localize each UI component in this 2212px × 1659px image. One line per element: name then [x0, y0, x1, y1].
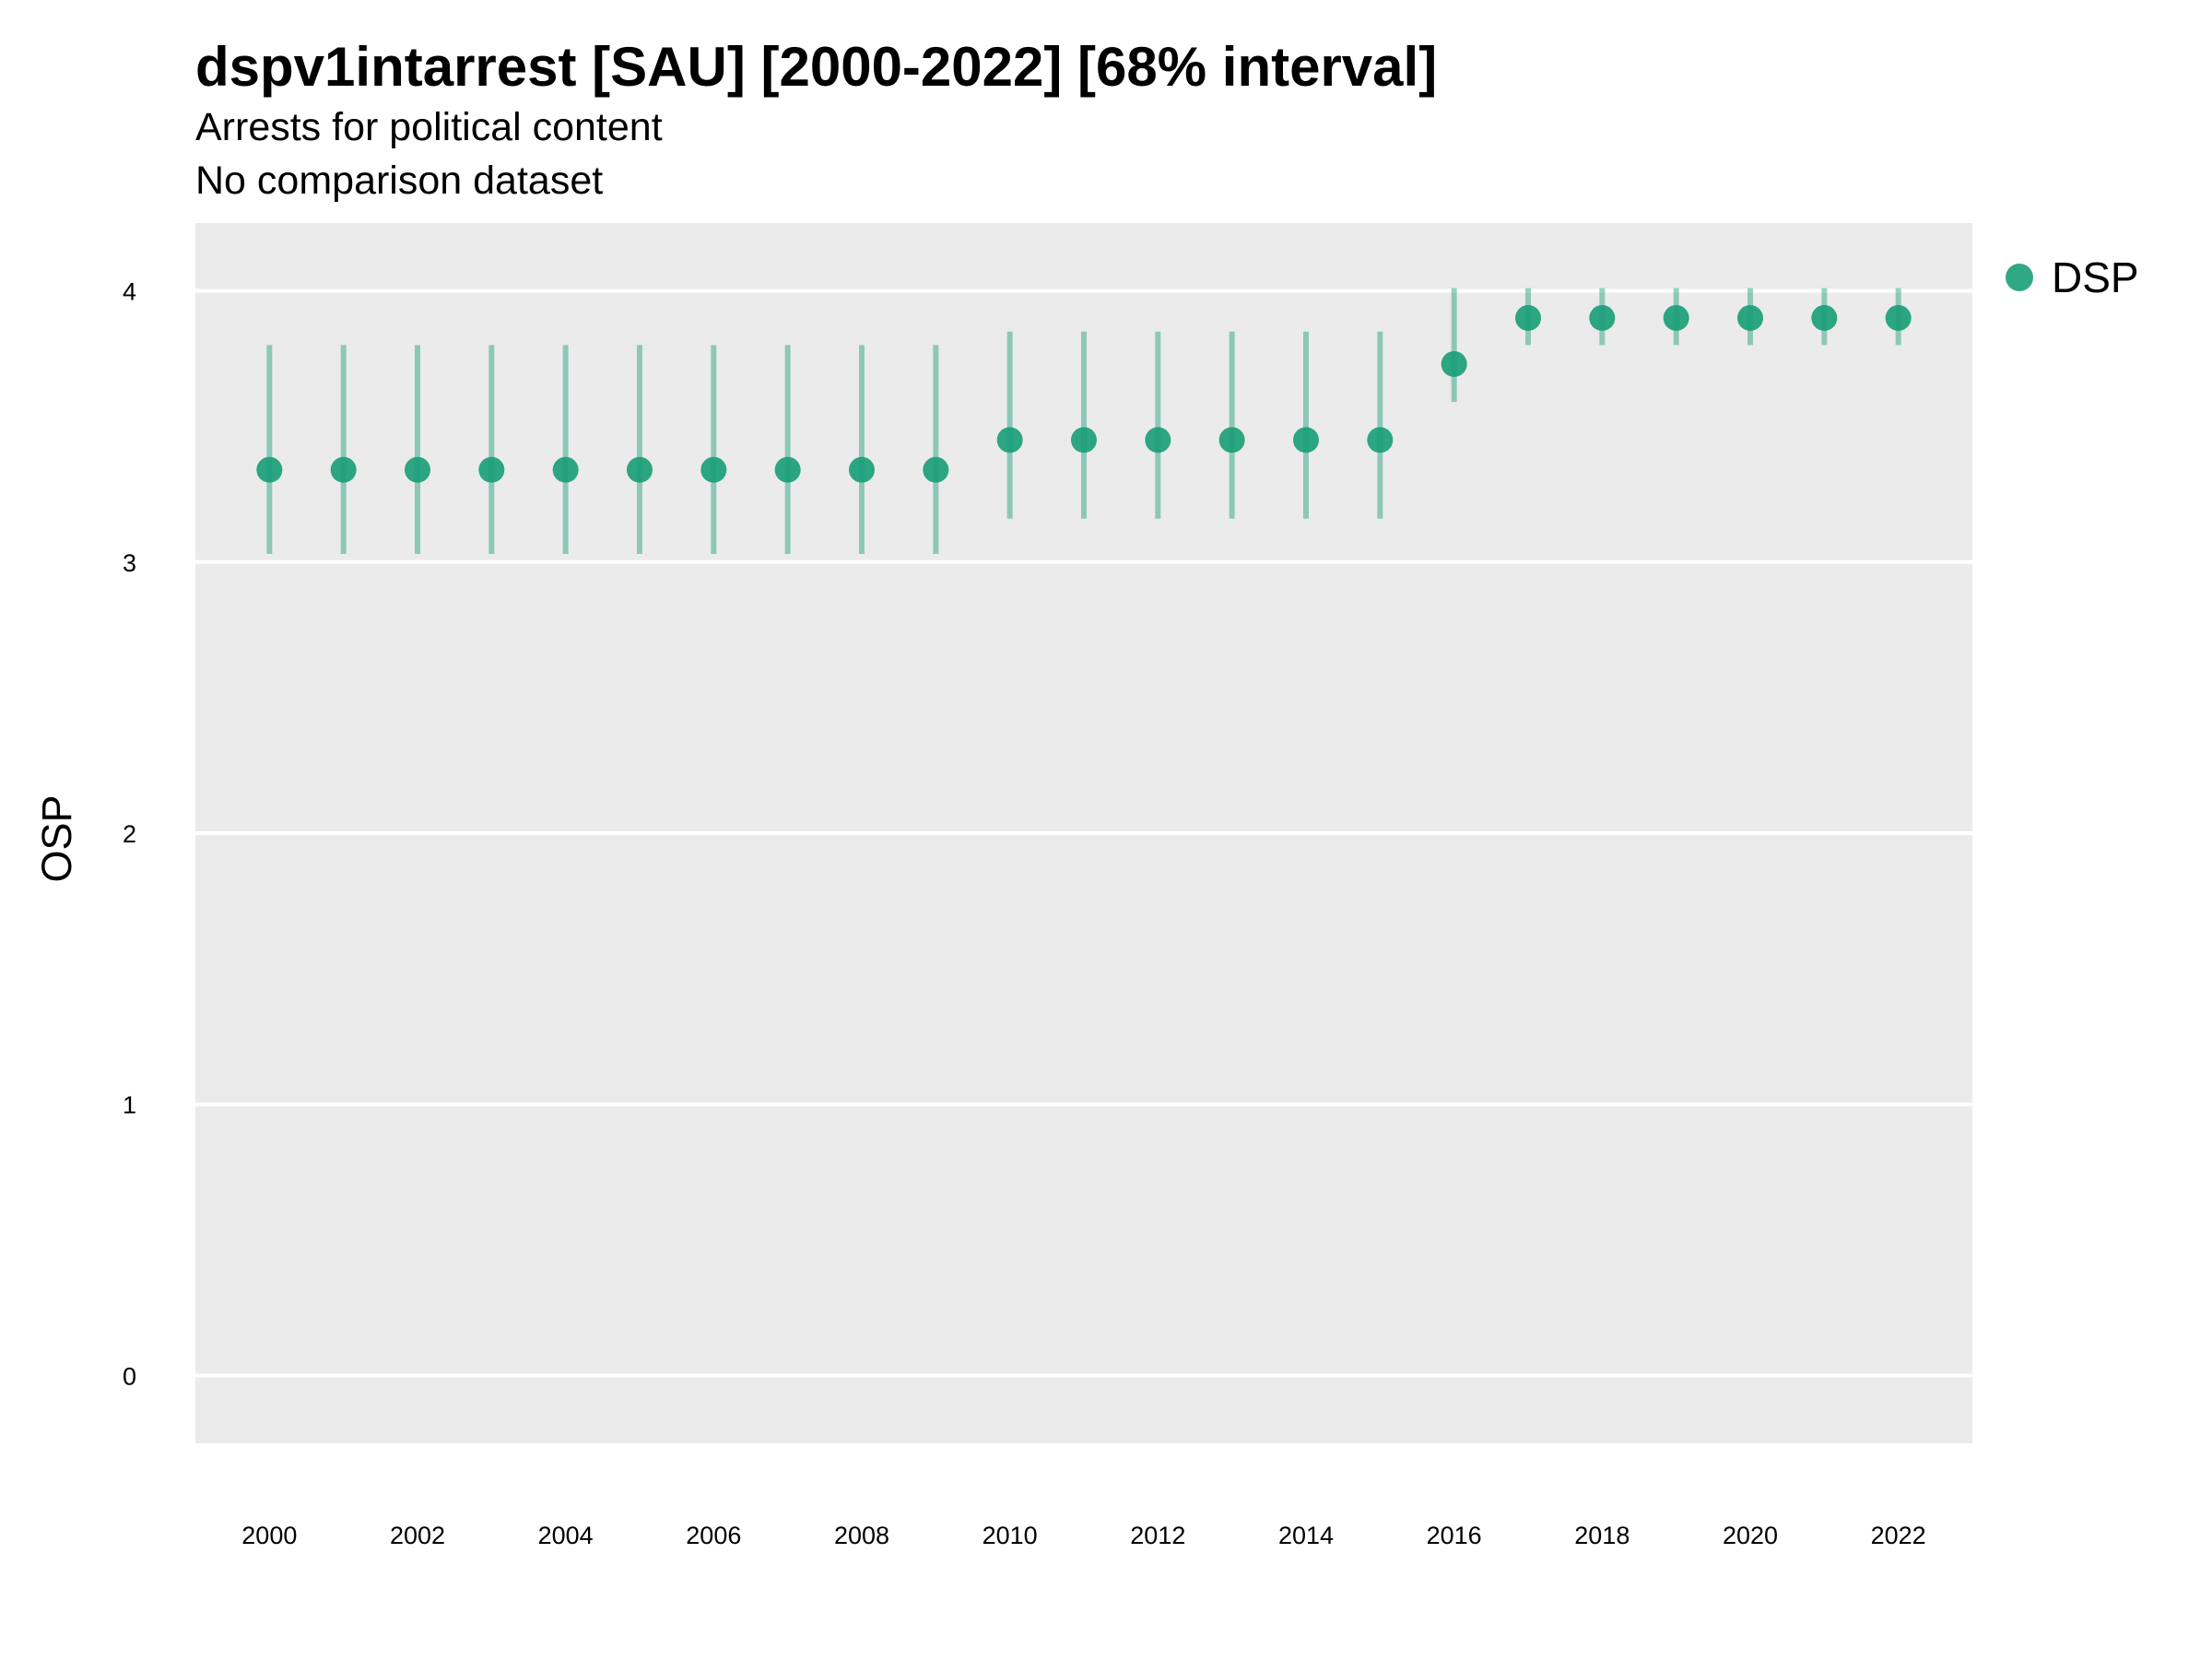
x-tick-label-2004: 2004 — [538, 1522, 594, 1549]
data-point-2011 — [1071, 427, 1097, 453]
y-tick-label-2: 2 — [123, 820, 136, 848]
data-point-2001 — [330, 456, 357, 483]
x-tick-label-2012: 2012 — [1130, 1522, 1185, 1549]
data-point-2013 — [1218, 427, 1245, 453]
x-tick-label-2016: 2016 — [1427, 1522, 1482, 1549]
data-point-2014 — [1293, 427, 1319, 453]
x-tick-label-2014: 2014 — [1278, 1522, 1334, 1549]
data-point-2015 — [1367, 427, 1394, 453]
data-point-2009 — [923, 456, 949, 483]
x-tick-label-2010: 2010 — [982, 1522, 1038, 1549]
data-point-2018 — [1589, 304, 1616, 331]
data-point-2000 — [256, 456, 283, 483]
data-point-2010 — [996, 427, 1023, 453]
y-tick-label-4: 4 — [123, 278, 136, 306]
chart-title: dspv1intarrest [SAU] [2000-2022] [68% in… — [195, 36, 1438, 98]
chart-subtitle-line-1: Arrests for political content — [195, 105, 663, 149]
data-point-2008 — [849, 456, 875, 483]
legend-label-dsp: DSP — [2052, 253, 2139, 301]
y-tick-label-3: 3 — [123, 549, 136, 577]
y-tick-label-0: 0 — [123, 1362, 136, 1390]
data-point-2017 — [1515, 304, 1541, 331]
data-point-2022 — [1885, 304, 1912, 331]
data-point-2004 — [552, 456, 579, 483]
data-point-2006 — [700, 456, 727, 483]
x-tick-label-2020: 2020 — [1723, 1522, 1778, 1549]
legend-swatch-dsp — [2006, 264, 2033, 291]
x-tick-label-2002: 2002 — [390, 1522, 445, 1549]
chart-subtitle-line-2: No comparison dataset — [195, 159, 604, 203]
data-point-2007 — [774, 456, 801, 483]
data-point-2021 — [1811, 304, 1838, 331]
data-point-2016 — [1441, 350, 1467, 377]
x-tick-label-2000: 2000 — [241, 1522, 297, 1549]
data-point-2002 — [405, 456, 430, 483]
x-tick-label-2022: 2022 — [1871, 1522, 1926, 1549]
legend: DSP — [2006, 253, 2139, 302]
x-tick-label-2018: 2018 — [1574, 1522, 1630, 1549]
data-point-2003 — [478, 456, 505, 483]
data-point-2019 — [1663, 304, 1689, 331]
x-tick-label-2006: 2006 — [686, 1522, 741, 1549]
data-point-2012 — [1145, 427, 1171, 453]
y-tick-label-1: 1 — [123, 1091, 136, 1119]
x-tick-label-2008: 2008 — [834, 1522, 889, 1549]
data-point-2005 — [627, 456, 653, 483]
data-point-2020 — [1737, 304, 1763, 331]
